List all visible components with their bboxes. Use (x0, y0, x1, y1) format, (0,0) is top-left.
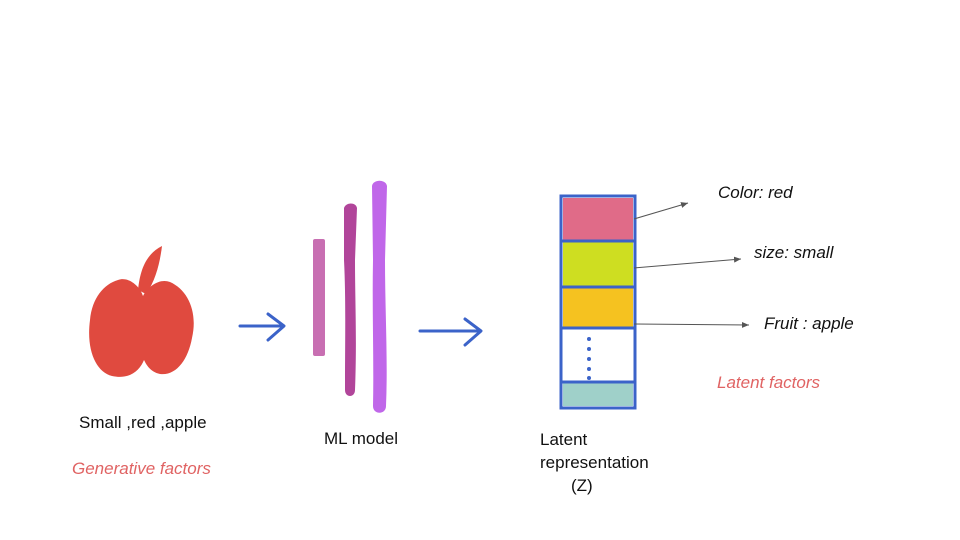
connector-color (633, 202, 689, 220)
ml-model-layers (313, 180, 387, 413)
model-layer-3 (372, 180, 387, 413)
factor-connectors (633, 202, 750, 328)
latent-slot-3 (563, 288, 633, 327)
factor-fruit-label: Fruit : apple (764, 314, 854, 333)
latent-slot-ellipsis (563, 329, 633, 381)
ellipsis-dots (587, 337, 591, 380)
model-layer-1 (313, 239, 325, 356)
apple-illustration (89, 246, 194, 377)
latent-vector (559, 194, 637, 410)
latent-outer-border (559, 194, 637, 410)
latent-caption-line3: (Z) (571, 476, 593, 495)
apple-leaf (138, 246, 162, 294)
generative-factors-label: Generative factors (72, 459, 211, 478)
latent-slot-2 (563, 242, 633, 286)
latent-slot-1 (563, 198, 633, 240)
factor-color-label: Color: red (718, 183, 793, 202)
apple-body (89, 279, 194, 377)
arrow-model-to-latent (418, 317, 483, 347)
latent-caption-line1: Latent (540, 430, 588, 449)
factor-size-label: size: small (754, 243, 834, 262)
model-layer-2 (344, 203, 357, 396)
arrow-input-to-model (238, 312, 286, 342)
latent-slot-last (563, 383, 633, 406)
latent-factors-heading: Latent factors (717, 373, 821, 392)
input-caption: Small ,red ,apple (79, 413, 207, 432)
connector-size (633, 256, 742, 269)
latent-caption-line2: representation (540, 453, 649, 472)
model-caption: ML model (324, 429, 399, 448)
connector-fruit (633, 321, 750, 328)
